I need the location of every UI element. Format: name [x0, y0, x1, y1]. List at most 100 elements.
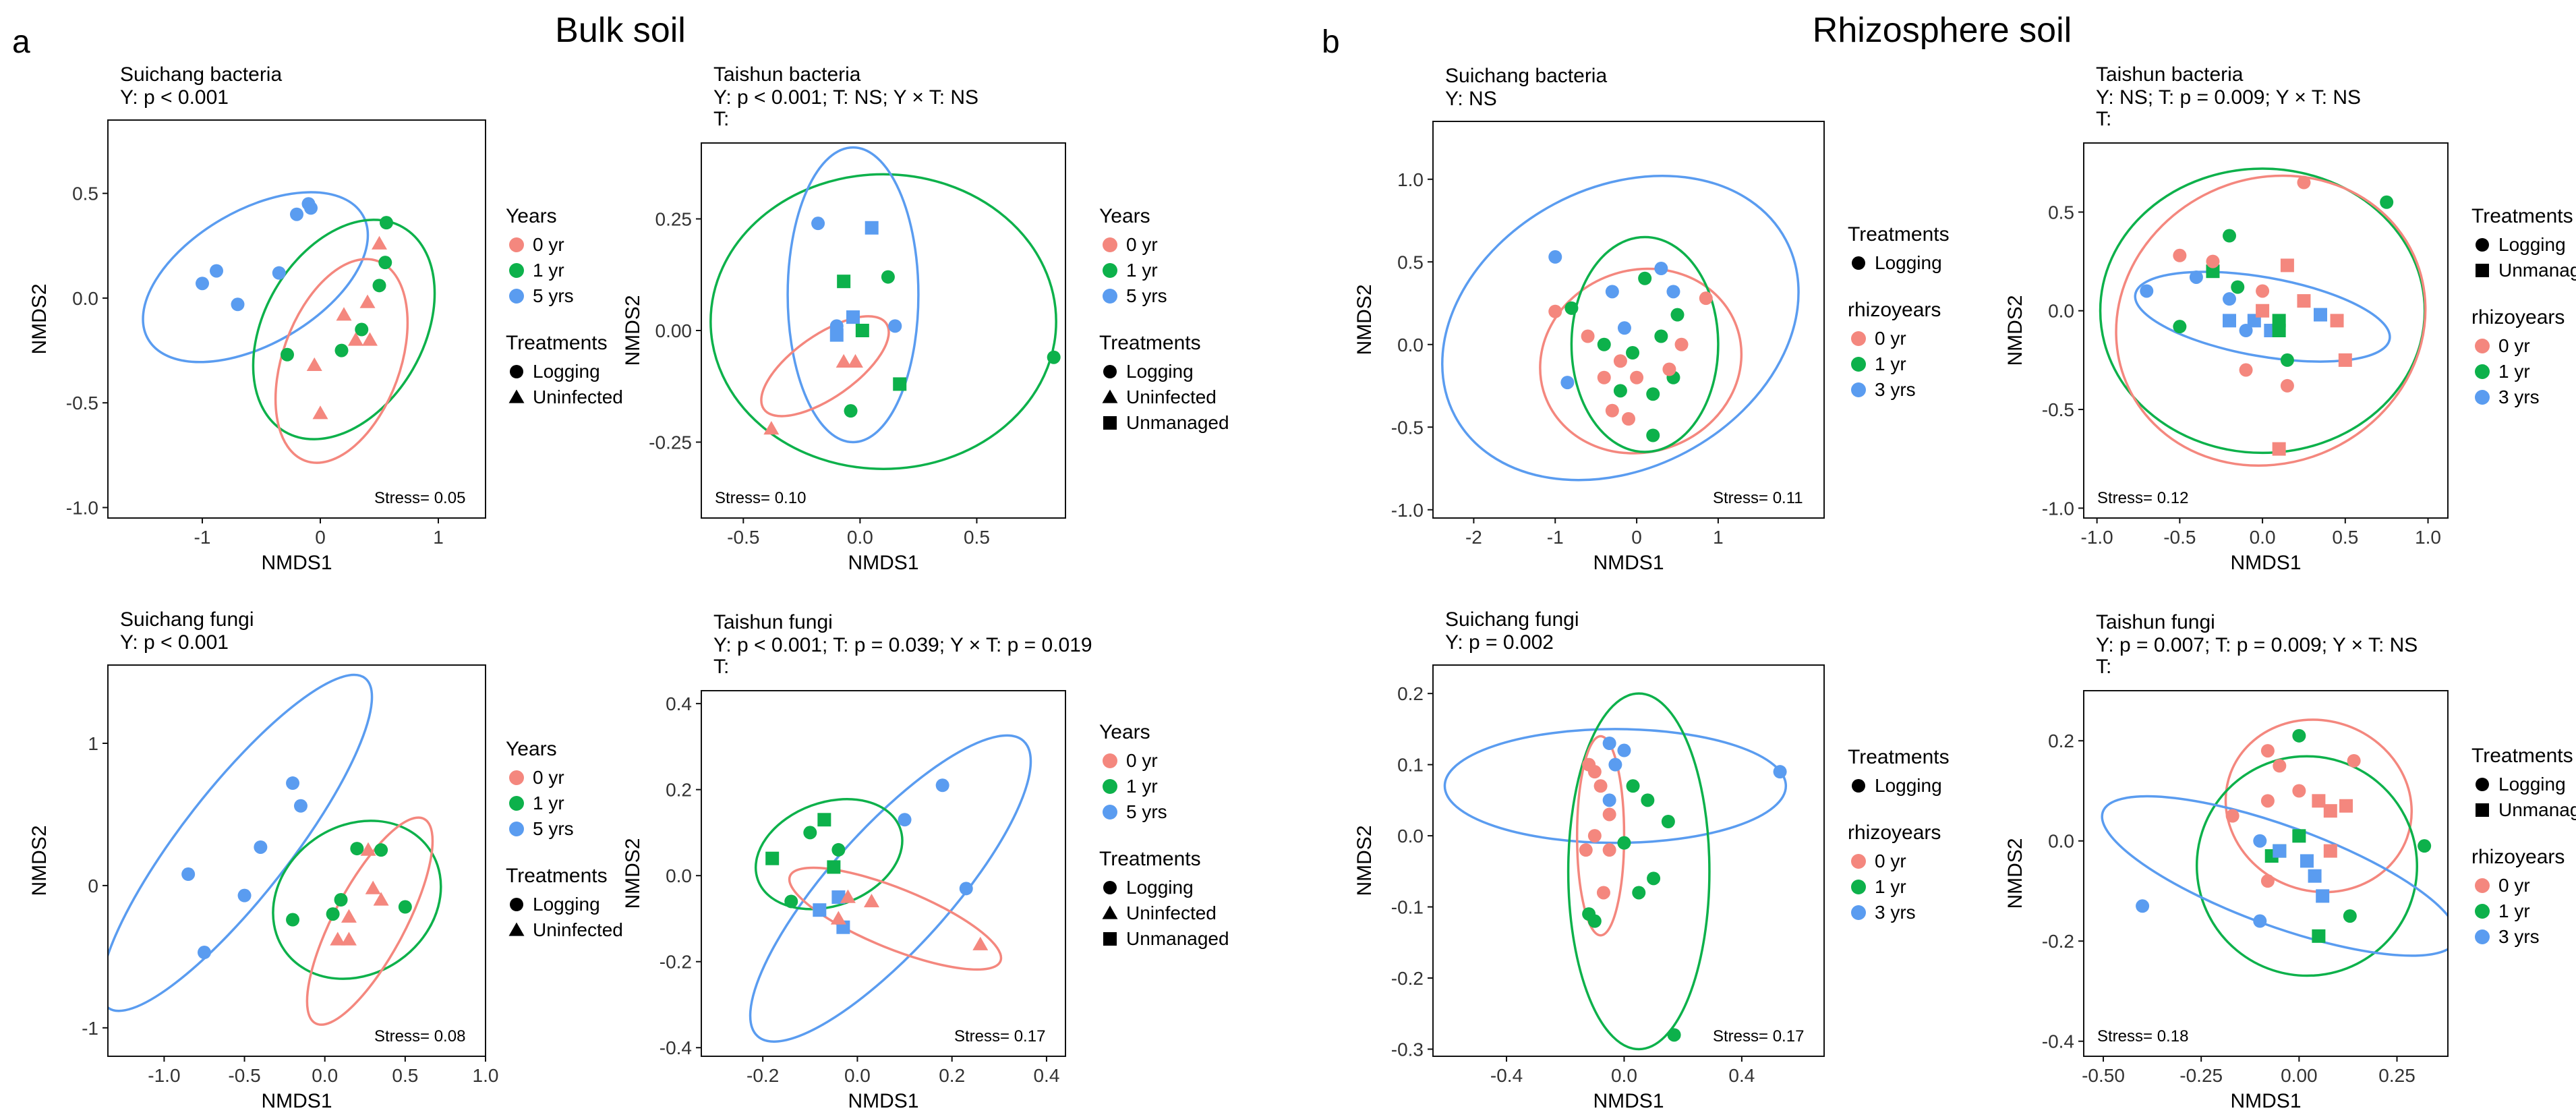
legend-group-title: rhizoyears	[2471, 306, 2565, 328]
data-point	[334, 343, 349, 357]
data-point	[863, 893, 879, 908]
y-axis-title: NMDS2	[2004, 295, 2026, 366]
legend-group-label: 0 yr	[1875, 851, 1906, 871]
plot-title: Suichang fungi	[120, 608, 254, 631]
legend-swatch	[2475, 390, 2490, 405]
confidence-ellipse	[252, 219, 436, 440]
legend-swatch	[1103, 289, 1117, 304]
y-tick-label: 0.00	[655, 320, 693, 341]
data-point	[341, 909, 357, 923]
data-point	[197, 946, 211, 960]
legend: Treatments Logging rhizoyears 0 yr 1 yr 3 yrs	[1848, 223, 1950, 400]
x-axis-title: NMDS1	[261, 1090, 332, 1112]
legend-group-label: 3 yrs	[2498, 926, 2540, 947]
data-point	[2225, 809, 2240, 823]
legend-shape-circle	[1852, 256, 1865, 270]
y-tick-label: 0.0	[2048, 831, 2074, 852]
data-point	[2380, 195, 2394, 209]
data-point	[2253, 914, 2267, 928]
y-tick-label: -1.0	[1391, 500, 1424, 521]
legend-shape-title: Treatments	[2471, 205, 2573, 227]
confidence-ellipse	[749, 734, 1032, 1043]
confidence-ellipse	[1570, 235, 1720, 453]
data-point	[888, 319, 902, 333]
data-point	[2297, 175, 2311, 190]
legend-swatch	[1851, 357, 1866, 372]
data-point	[844, 404, 858, 418]
ellipse-layer	[108, 673, 442, 1026]
data-point	[865, 221, 879, 235]
data-point	[840, 889, 856, 903]
data-point	[372, 235, 387, 250]
legend-group-title: rhizoyears	[2471, 846, 2565, 868]
stress-label: Stress= 0.08	[374, 1027, 465, 1045]
data-point	[817, 813, 831, 827]
data-point	[2223, 292, 2236, 306]
legend-group-title: rhizoyears	[1848, 822, 1941, 844]
plot-subtitle-extra: T:	[713, 108, 729, 130]
x-axis-title: NMDS1	[1593, 552, 1664, 574]
plot-frame	[1432, 664, 1825, 1057]
x-axis-title: NMDS1	[848, 552, 918, 574]
data-point	[1564, 301, 1579, 315]
legend-shape-label: Logging	[1875, 252, 1942, 273]
legend-shape-circle	[2476, 778, 2489, 791]
confidence-ellipse	[760, 315, 890, 418]
data-point	[1699, 291, 1713, 306]
legend-shape-circle	[510, 365, 523, 378]
y-tick-label: -0.5	[1391, 417, 1424, 438]
data-point	[210, 264, 223, 278]
legend-shape-label: Unmanaged	[2498, 260, 2576, 281]
data-point	[765, 851, 780, 865]
data-point	[2323, 844, 2337, 858]
data-point	[836, 353, 852, 368]
point-layer	[2136, 728, 2432, 943]
data-point	[1638, 271, 1652, 285]
legend-shape-triangle	[508, 922, 525, 936]
y-tick-label: -0.4	[2042, 1031, 2074, 1052]
data-point	[2140, 284, 2154, 298]
data-point	[2347, 753, 2361, 768]
data-point	[784, 894, 798, 909]
data-point	[355, 322, 369, 337]
data-point	[813, 903, 827, 917]
x-tick-label: 0.4	[1033, 1065, 1059, 1086]
data-point	[2314, 308, 2327, 322]
data-point	[2292, 728, 2306, 743]
data-point	[893, 377, 907, 391]
confidence-ellipse	[1567, 692, 1711, 1051]
point-layer	[763, 217, 1061, 435]
confidence-ellipse	[108, 673, 374, 1012]
legend-group-label: 1 yr	[1875, 876, 1906, 897]
y-tick-label: 1	[88, 733, 98, 754]
stress-label: Stress= 0.10	[715, 489, 806, 507]
data-point	[1617, 743, 1631, 757]
data-point	[1597, 370, 1611, 384]
plot-subtitle: Y: p < 0.001	[120, 86, 229, 109]
legend-swatch	[509, 796, 524, 811]
plot-title: Suichang bacteria	[120, 63, 282, 86]
legend-shape-square	[2476, 264, 2489, 277]
legend-group-label: 0 yr	[2498, 335, 2530, 356]
legend-swatch	[509, 289, 524, 304]
data-point	[846, 310, 860, 324]
data-point	[304, 201, 318, 215]
data-point	[2280, 258, 2294, 272]
legend-group-title: Years	[1099, 205, 1150, 227]
legend-shape-circle	[1103, 881, 1117, 894]
data-point	[1581, 329, 1595, 343]
y-tick-label: -0.5	[2042, 399, 2074, 420]
data-point	[2253, 834, 2267, 848]
x-tick-label: 0.0	[847, 527, 873, 548]
confidence-ellipse	[2224, 718, 2413, 894]
stress-label: Stress= 0.11	[1713, 489, 1803, 507]
data-point	[2330, 314, 2344, 328]
data-point	[312, 405, 328, 420]
y-axis-title: NMDS2	[28, 283, 51, 354]
data-point	[1622, 412, 1635, 426]
plot-frame	[2083, 142, 2449, 519]
data-point	[2231, 280, 2245, 294]
point-layer	[765, 778, 989, 950]
